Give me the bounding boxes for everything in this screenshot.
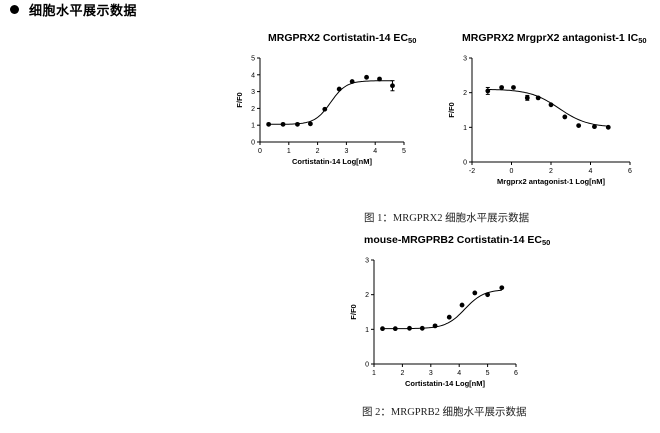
chart1-y-tick-label: 0 — [251, 140, 255, 147]
chart1-fit-curve — [268, 80, 393, 125]
chart2-y-tick-label: 2 — [463, 90, 467, 97]
chart3-data-point — [419, 325, 425, 331]
chart3-data-point — [472, 290, 478, 296]
chart3-x-axis-label: Cortistatin-14 Log[nM] — [405, 379, 485, 388]
chart1-data-point — [377, 76, 382, 82]
chart1-title-subscript: 50 — [408, 36, 417, 45]
chart2-data-point — [499, 85, 505, 90]
chart3-x-tick-label: 3 — [429, 370, 433, 377]
chart3-fit-curve — [382, 289, 502, 330]
chart2-data-point — [548, 102, 554, 108]
chart1-data-point — [364, 74, 369, 80]
chart1-x-tick-label: 5 — [402, 148, 406, 155]
chart1-x-tick-label: 0 — [258, 148, 262, 155]
chart3-y-tick-label: 1 — [365, 327, 369, 334]
chart1-data-point — [390, 83, 395, 89]
figure2-caption: 图 2：MRGPRB2 细胞水平展示数据 — [362, 407, 527, 418]
chart1-y-tick-label: 2 — [251, 106, 255, 113]
chart2-y-tick-label: 3 — [463, 56, 467, 63]
chart2-title-subscript: 50 — [638, 36, 647, 45]
chart2-data-point — [562, 114, 568, 120]
section-heading-text: 细胞水平展示数据 — [29, 2, 138, 18]
chart3-y-tick-label: 0 — [365, 362, 369, 369]
chart1-data-point — [308, 121, 313, 127]
chart1-x-tick-label: 1 — [287, 148, 291, 155]
chart2-y-tick-label: 0 — [463, 160, 467, 167]
chart2-data-point — [605, 124, 611, 130]
chart1-x-tick-label: 2 — [316, 148, 320, 155]
chart2-x-tick-label: 6 — [628, 168, 632, 175]
chart3-x-tick-label: 4 — [457, 370, 461, 377]
chart2-data-point — [535, 95, 541, 101]
chart2-data-point — [485, 88, 491, 94]
bullet-dot-icon — [10, 4, 19, 14]
chart3-data-point — [407, 325, 412, 331]
chart3-title: mouse-MRGPRB2 Cortistatin-14 EC50 — [364, 234, 550, 247]
chart3-x-tick-label: 6 — [514, 370, 518, 377]
chart3-data-point — [485, 292, 490, 298]
chart1-data-point — [322, 106, 328, 112]
section-heading: 细胞水平展示数据 — [10, 0, 137, 18]
chart3-x-tick-label: 2 — [400, 370, 404, 377]
chart1-data-point — [349, 79, 355, 84]
chart1-y-tick-label: 5 — [251, 56, 255, 63]
chart1-data-point — [266, 121, 272, 127]
chart1-y-tick-label: 4 — [251, 72, 255, 79]
chart3-title-subscript: 50 — [541, 238, 551, 247]
chart1: 0 1 2 3 4 5 0 1 2 3 4 5 Cortistatin-14 Log[nM] F/F0 — [235, 56, 406, 167]
chart2-fit-curve — [487, 89, 609, 127]
chart1-data-point — [336, 86, 342, 92]
chart2-y-axis-label: F/F0 — [447, 102, 456, 117]
chart2-x-axis-label: Mrgprx2 antagonist-1 Log[nM] — [497, 177, 605, 186]
chart3-y-axis-label: F/F0 — [349, 304, 358, 319]
chart3-data-point — [380, 326, 385, 332]
chart1-y-tick-label: 3 — [251, 89, 255, 96]
chart1-data-point — [295, 121, 300, 127]
chart2-data-point — [592, 124, 597, 130]
chart3-data-point — [459, 302, 465, 308]
chart1-x-axis-label: Cortistatin-14 Log[nM] — [292, 157, 372, 166]
chart3-data-point — [392, 326, 398, 332]
chart3-x-tick-label: 5 — [486, 370, 490, 377]
chart3-data-point — [446, 314, 452, 320]
chart2-title: MRGPRX2 MrgprX2 antagonist-1 IC50 — [462, 32, 647, 45]
chart2-x-tick-label: -2 — [469, 168, 475, 175]
chart2-data-point — [511, 85, 516, 90]
chart3-x-tick-label: 1 — [372, 370, 376, 377]
chart2-x-tick-label: 0 — [510, 168, 514, 175]
chart3-y-tick-label: 3 — [365, 258, 369, 265]
chart1-y-axis-label: F/F0 — [235, 92, 244, 107]
chart2-data-point — [524, 95, 530, 101]
chart3-data-point — [432, 323, 438, 329]
chart2-data-point — [576, 123, 582, 128]
chart3-title-text: mouse-MRGPRB2 Cortistatin-14 EC — [364, 234, 542, 246]
chart1-title-text: MRGPRX2 Cortistatin-14 EC — [268, 32, 409, 44]
chart1-data-point — [280, 121, 286, 127]
chart1-x-tick-label: 3 — [344, 148, 348, 155]
chart2-y-tick-label: 1 — [463, 125, 467, 132]
figure1-caption: 图 1：MRGPRX2 细胞水平展示数据 — [364, 213, 530, 224]
chart2-x-tick-label: 2 — [549, 168, 553, 175]
chart1-title: MRGPRX2 Cortistatin-14 EC50 — [268, 32, 416, 45]
chart3-y-tick-label: 2 — [365, 292, 369, 299]
chart2-title-text: MRGPRX2 MrgprX2 antagonist-1 IC — [462, 32, 639, 44]
chart2-x-tick-label: 4 — [589, 168, 593, 175]
chart1-x-tick-label: 4 — [373, 148, 377, 155]
chart3-data-point — [499, 285, 505, 291]
chart1-y-tick-label: 1 — [251, 123, 255, 130]
